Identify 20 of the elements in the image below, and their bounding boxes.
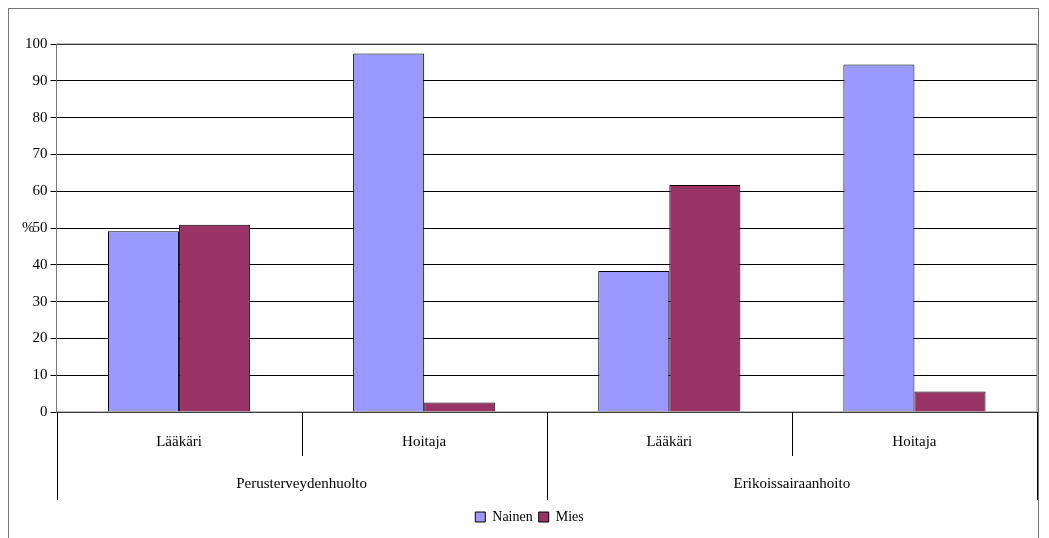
x-tick-label: Hoitaja (892, 432, 937, 449)
y-tick-label: 90 (32, 71, 48, 88)
x-tick-label: Hoitaja (402, 432, 447, 449)
y-tick-label: 0 (40, 402, 48, 419)
y-tick-label: 30 (32, 292, 48, 309)
legend-label: Mies (555, 508, 584, 524)
y-tick-label: 60 (32, 182, 48, 199)
y-tick-label: 10 (32, 366, 48, 383)
x-tick-label: Lääkäri (646, 432, 693, 449)
text: Erikoissairaanhoito (733, 474, 851, 491)
y-tick-label: 80 (32, 108, 48, 125)
legend-label: Nainen (492, 508, 533, 524)
y-tick-label: 40 (32, 255, 48, 272)
y-tick-label: 100 (25, 34, 48, 51)
x-tick-label: Lääkäri (156, 432, 202, 449)
y-tick-label: 50 (32, 218, 48, 235)
y-tick-label: 70 (32, 145, 48, 162)
y-tick-label: 20 (32, 329, 48, 346)
text: Perusterveydenhuolto (236, 474, 368, 491)
y-axis-title: % (22, 218, 35, 235)
